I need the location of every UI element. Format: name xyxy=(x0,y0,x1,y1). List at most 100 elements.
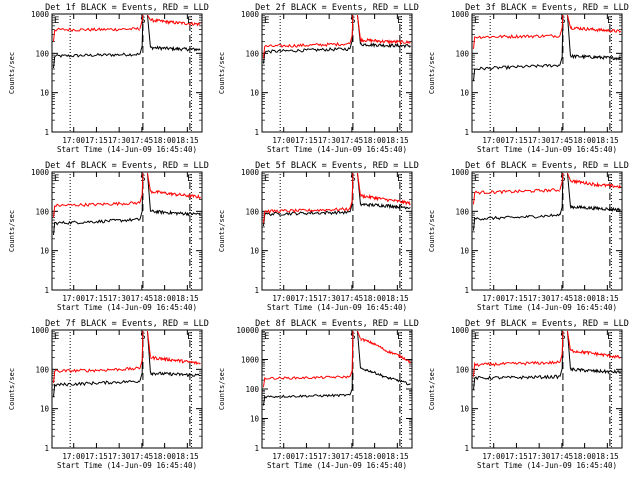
x-axis-label: Start Time (14-Jun-09 16:45:40) xyxy=(57,145,197,154)
y-tick-label: 1 xyxy=(44,128,49,137)
y-tick-label: 1000 xyxy=(241,10,260,19)
y-axis-label: Counts/sec xyxy=(218,210,226,252)
y-tick-label: 1 xyxy=(254,444,259,453)
series-lld-decay xyxy=(356,172,361,196)
marker-label-E: E xyxy=(474,16,479,26)
y-tick-label: 1 xyxy=(464,286,469,295)
series-lld-rise xyxy=(349,172,354,210)
series-lld-decay xyxy=(566,14,571,28)
y-tick-label: 1000 xyxy=(451,168,470,177)
y-tick-label: 10 xyxy=(250,247,260,256)
x-tick-label: 17:00 xyxy=(482,294,505,303)
marker-label-E: E xyxy=(54,16,59,26)
series-lld-rise xyxy=(559,14,564,36)
series-events-line xyxy=(263,47,351,64)
subplot-6: Det 6f BLACK = Events, RED = LLD Counts/s… xyxy=(428,161,629,312)
x-axis-label: Start Time (14-Jun-09 16:45:40) xyxy=(477,145,617,154)
x-tick-label: 18:15 xyxy=(596,452,619,461)
series-lld-line xyxy=(360,36,411,46)
series-lld-line xyxy=(263,375,351,388)
x-axis-label: Start Time (14-Jun-09 16:45:40) xyxy=(267,303,407,312)
subplot-1: Det 1f BLACK = Events, RED = LLD Counts/s… xyxy=(8,3,209,154)
subplot-title: Det 2f BLACK = Events, RED = LLD xyxy=(255,3,419,13)
y-tick-label: 1000 xyxy=(241,356,260,365)
series-events-line xyxy=(360,42,411,49)
series-lld-line xyxy=(53,201,141,218)
marker-label-E: E xyxy=(607,332,612,342)
series-lld-rise xyxy=(559,330,564,363)
subplot-2: Det 2f BLACK = Events, RED = LLD Counts/s… xyxy=(218,3,419,154)
series-lld-rise xyxy=(349,330,354,377)
y-axis-label: Counts/sec xyxy=(218,368,226,410)
y-tick-label: 10 xyxy=(460,89,470,98)
x-tick-label: 18:00 xyxy=(363,452,386,461)
y-axis-label: Counts/sec xyxy=(428,368,436,410)
x-tick-label: 18:15 xyxy=(596,136,619,145)
plot-frame xyxy=(51,329,203,449)
y-tick-label: 100 xyxy=(455,365,469,374)
x-tick-label: 17:30 xyxy=(528,294,551,303)
subplot-8: Det 8f BLACK = Events, RED = LLD Counts/s… xyxy=(218,319,419,470)
series-events-rise xyxy=(559,172,564,216)
x-tick-label: 17:00 xyxy=(272,452,295,461)
x-tick-label: 17:45 xyxy=(131,452,154,461)
series-lld-decay xyxy=(146,172,151,192)
x-tick-label: 18:00 xyxy=(573,136,596,145)
y-tick-label: 100 xyxy=(35,207,49,216)
x-tick-label: 18:00 xyxy=(363,136,386,145)
x-tick-label: 18:00 xyxy=(153,294,176,303)
x-tick-label: 17:00 xyxy=(482,136,505,145)
series-events-line xyxy=(360,367,411,386)
series-lld-line xyxy=(570,348,621,359)
x-tick-label: 17:00 xyxy=(272,294,295,303)
y-axis-label: Counts/sec xyxy=(428,52,436,94)
series-lld-line xyxy=(53,366,141,384)
series-lld-line xyxy=(570,178,621,189)
series-lld-rise xyxy=(139,14,144,29)
series-lld-line xyxy=(360,193,411,206)
y-tick-label: 1000 xyxy=(451,326,470,335)
marker-label-E: E xyxy=(264,16,269,26)
x-tick-label: 17:30 xyxy=(108,294,131,303)
series-lld-decay xyxy=(566,172,571,181)
marker-label-E: E xyxy=(187,332,192,342)
x-tick-label: 18:00 xyxy=(363,294,386,303)
subplot-5: Det 5f BLACK = Events, RED = LLD Counts/s… xyxy=(218,161,419,312)
x-axis-label: Start Time (14-Jun-09 16:45:40) xyxy=(267,145,407,154)
y-axis-label: Counts/sec xyxy=(218,52,226,94)
x-tick-label: 17:30 xyxy=(318,136,341,145)
series-events-line xyxy=(473,213,561,231)
marker-label-E: E xyxy=(264,174,269,184)
series-lld-line xyxy=(150,17,201,27)
x-tick-label: 17:00 xyxy=(272,136,295,145)
x-tick-label: 17:15 xyxy=(295,294,318,303)
x-tick-label: 17:15 xyxy=(505,452,528,461)
subplot-7: Det 7f BLACK = Events, RED = LLD Counts/s… xyxy=(8,319,209,470)
x-axis-label: Start Time (14-Jun-09 16:45:40) xyxy=(477,461,617,470)
y-tick-label: 10 xyxy=(250,89,260,98)
subplot-9: Det 9f BLACK = Events, RED = LLD Counts/s… xyxy=(428,319,629,470)
series-lld-line xyxy=(570,25,621,34)
series-events-line xyxy=(150,45,201,52)
series-events-decay xyxy=(146,14,151,48)
marker-label-E: E xyxy=(607,174,612,184)
x-tick-label: 17:15 xyxy=(85,136,108,145)
y-tick-label: 100 xyxy=(245,207,259,216)
y-tick-label: 100 xyxy=(455,207,469,216)
x-tick-label: 18:15 xyxy=(176,452,199,461)
x-tick-label: 17:30 xyxy=(528,136,551,145)
y-tick-label: 1000 xyxy=(31,10,50,19)
series-events-line xyxy=(360,202,411,210)
series-lld-decay xyxy=(566,330,571,351)
y-tick-label: 100 xyxy=(245,385,259,394)
series-events-line xyxy=(473,63,561,81)
series-lld-line xyxy=(263,41,351,59)
y-tick-label: 100 xyxy=(245,49,259,58)
x-tick-label: 17:15 xyxy=(505,136,528,145)
marker-label-E: E xyxy=(187,16,192,26)
x-tick-label: 17:45 xyxy=(341,294,364,303)
series-events-decay xyxy=(566,14,571,57)
x-tick-label: 17:15 xyxy=(295,452,318,461)
subplot-title: Det 8f BLACK = Events, RED = LLD xyxy=(255,319,419,329)
marker-label-E: E xyxy=(187,174,192,184)
